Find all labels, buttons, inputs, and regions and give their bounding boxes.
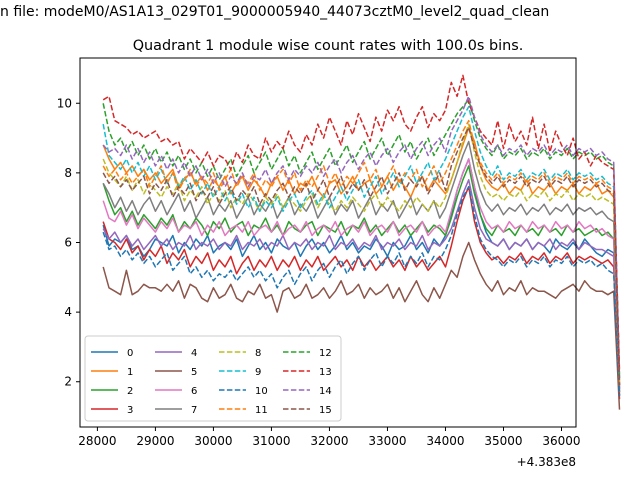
legend-label-1: 1 (127, 367, 133, 378)
y-axis: 2 4 6 8 10 (57, 96, 80, 389)
x-tick-label: 32000 (310, 434, 348, 448)
series-line-4 (102, 179, 621, 389)
series-line-11 (102, 119, 621, 386)
series-line-13 (102, 74, 621, 372)
legend-label-7: 7 (191, 405, 197, 416)
series-layer (102, 74, 621, 410)
x-tick-label: 34000 (426, 434, 464, 448)
y-tick-label: 10 (57, 96, 72, 110)
series-line-15 (102, 126, 621, 386)
legend-label-11: 11 (255, 405, 268, 416)
legend-box (84, 335, 342, 422)
legend-label-8: 8 (255, 348, 261, 359)
series-line-8 (102, 123, 621, 382)
legend-label-2: 2 (127, 386, 133, 397)
x-tick-label: 35000 (484, 434, 522, 448)
chart-title: Quadrant 1 module wise count rates with … (133, 38, 524, 54)
x-axis: 28000 29000 30000 31000 32000 33000 34000 35000… (78, 427, 581, 448)
legend-label-9: 9 (255, 367, 261, 378)
x-tick-label: 29000 (136, 434, 174, 448)
legend-label-13: 13 (319, 367, 332, 378)
series-line-9 (102, 105, 621, 379)
series-line-7 (102, 140, 621, 393)
y-tick-label: 4 (64, 305, 72, 319)
legend-label-4: 4 (191, 348, 197, 359)
x-tick-label: 33000 (368, 434, 406, 448)
y-tick-label: 8 (64, 166, 72, 180)
x-tick-label: 30000 (194, 434, 232, 448)
series-line-10 (102, 186, 621, 396)
series-line-6 (102, 158, 621, 389)
legend-label-0: 0 (127, 348, 133, 359)
legend-label-15: 15 (319, 405, 332, 416)
legend-label-14: 14 (319, 386, 332, 397)
x-tick-label: 36000 (542, 434, 580, 448)
x-tick-label: 28000 (78, 434, 116, 448)
y-tick-label: 2 (64, 375, 72, 389)
series-line-12 (102, 99, 621, 375)
x-tick-label: 31000 (252, 434, 290, 448)
legend-label-10: 10 (255, 386, 268, 397)
series-line-14 (102, 95, 621, 379)
x-offset-label: +4.383e8 (517, 455, 576, 469)
series-line-5 (102, 241, 621, 410)
figure-suptitle: n file: modeM0/AS1A13_029T01_9000005940_… (0, 4, 550, 20)
y-tick-label: 6 (64, 236, 72, 250)
legend-label-12: 12 (319, 348, 332, 359)
legend-label-6: 6 (191, 386, 197, 397)
legend-label-3: 3 (127, 405, 133, 416)
legend-label-5: 5 (191, 367, 197, 378)
